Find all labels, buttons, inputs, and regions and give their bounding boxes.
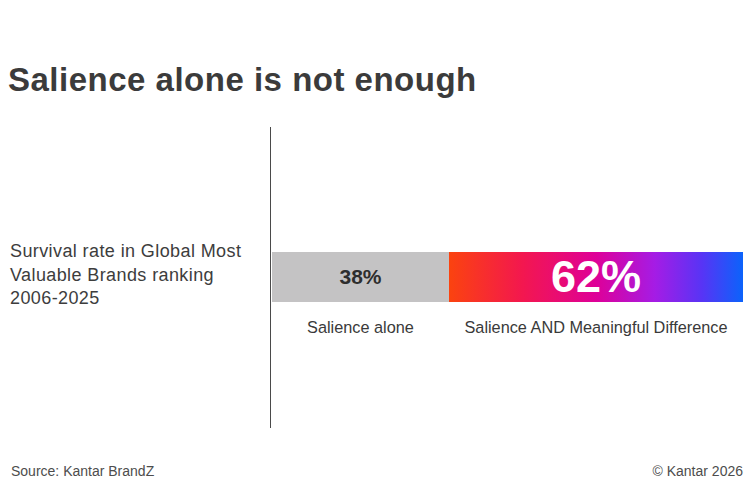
stacked-bar: 38% 62% — [272, 252, 743, 302]
row-label-line-1: Survival rate in Global Most — [10, 240, 275, 264]
source-text: Source: Kantar BrandZ — [11, 463, 154, 479]
row-label-line-3: 2006-2025 — [10, 287, 275, 311]
category-label-salience-alone: Salience alone — [272, 318, 449, 337]
value-label-38: 38% — [339, 265, 381, 289]
chart-row-label: Survival rate in Global Most Valuable Br… — [10, 240, 275, 311]
row-label-line-2: Valuable Brands ranking — [10, 264, 275, 288]
value-label-62: 62% — [551, 251, 641, 303]
bar-segment-salience-and-meaningful-difference: 62% — [449, 252, 743, 302]
bar-segment-salience-alone: 38% — [272, 252, 449, 302]
copyright-text: © Kantar 2026 — [653, 463, 744, 479]
page-title: Salience alone is not enough — [8, 61, 477, 99]
category-label-salience-and-meaningful-difference: Salience AND Meaningful Difference — [449, 318, 743, 337]
